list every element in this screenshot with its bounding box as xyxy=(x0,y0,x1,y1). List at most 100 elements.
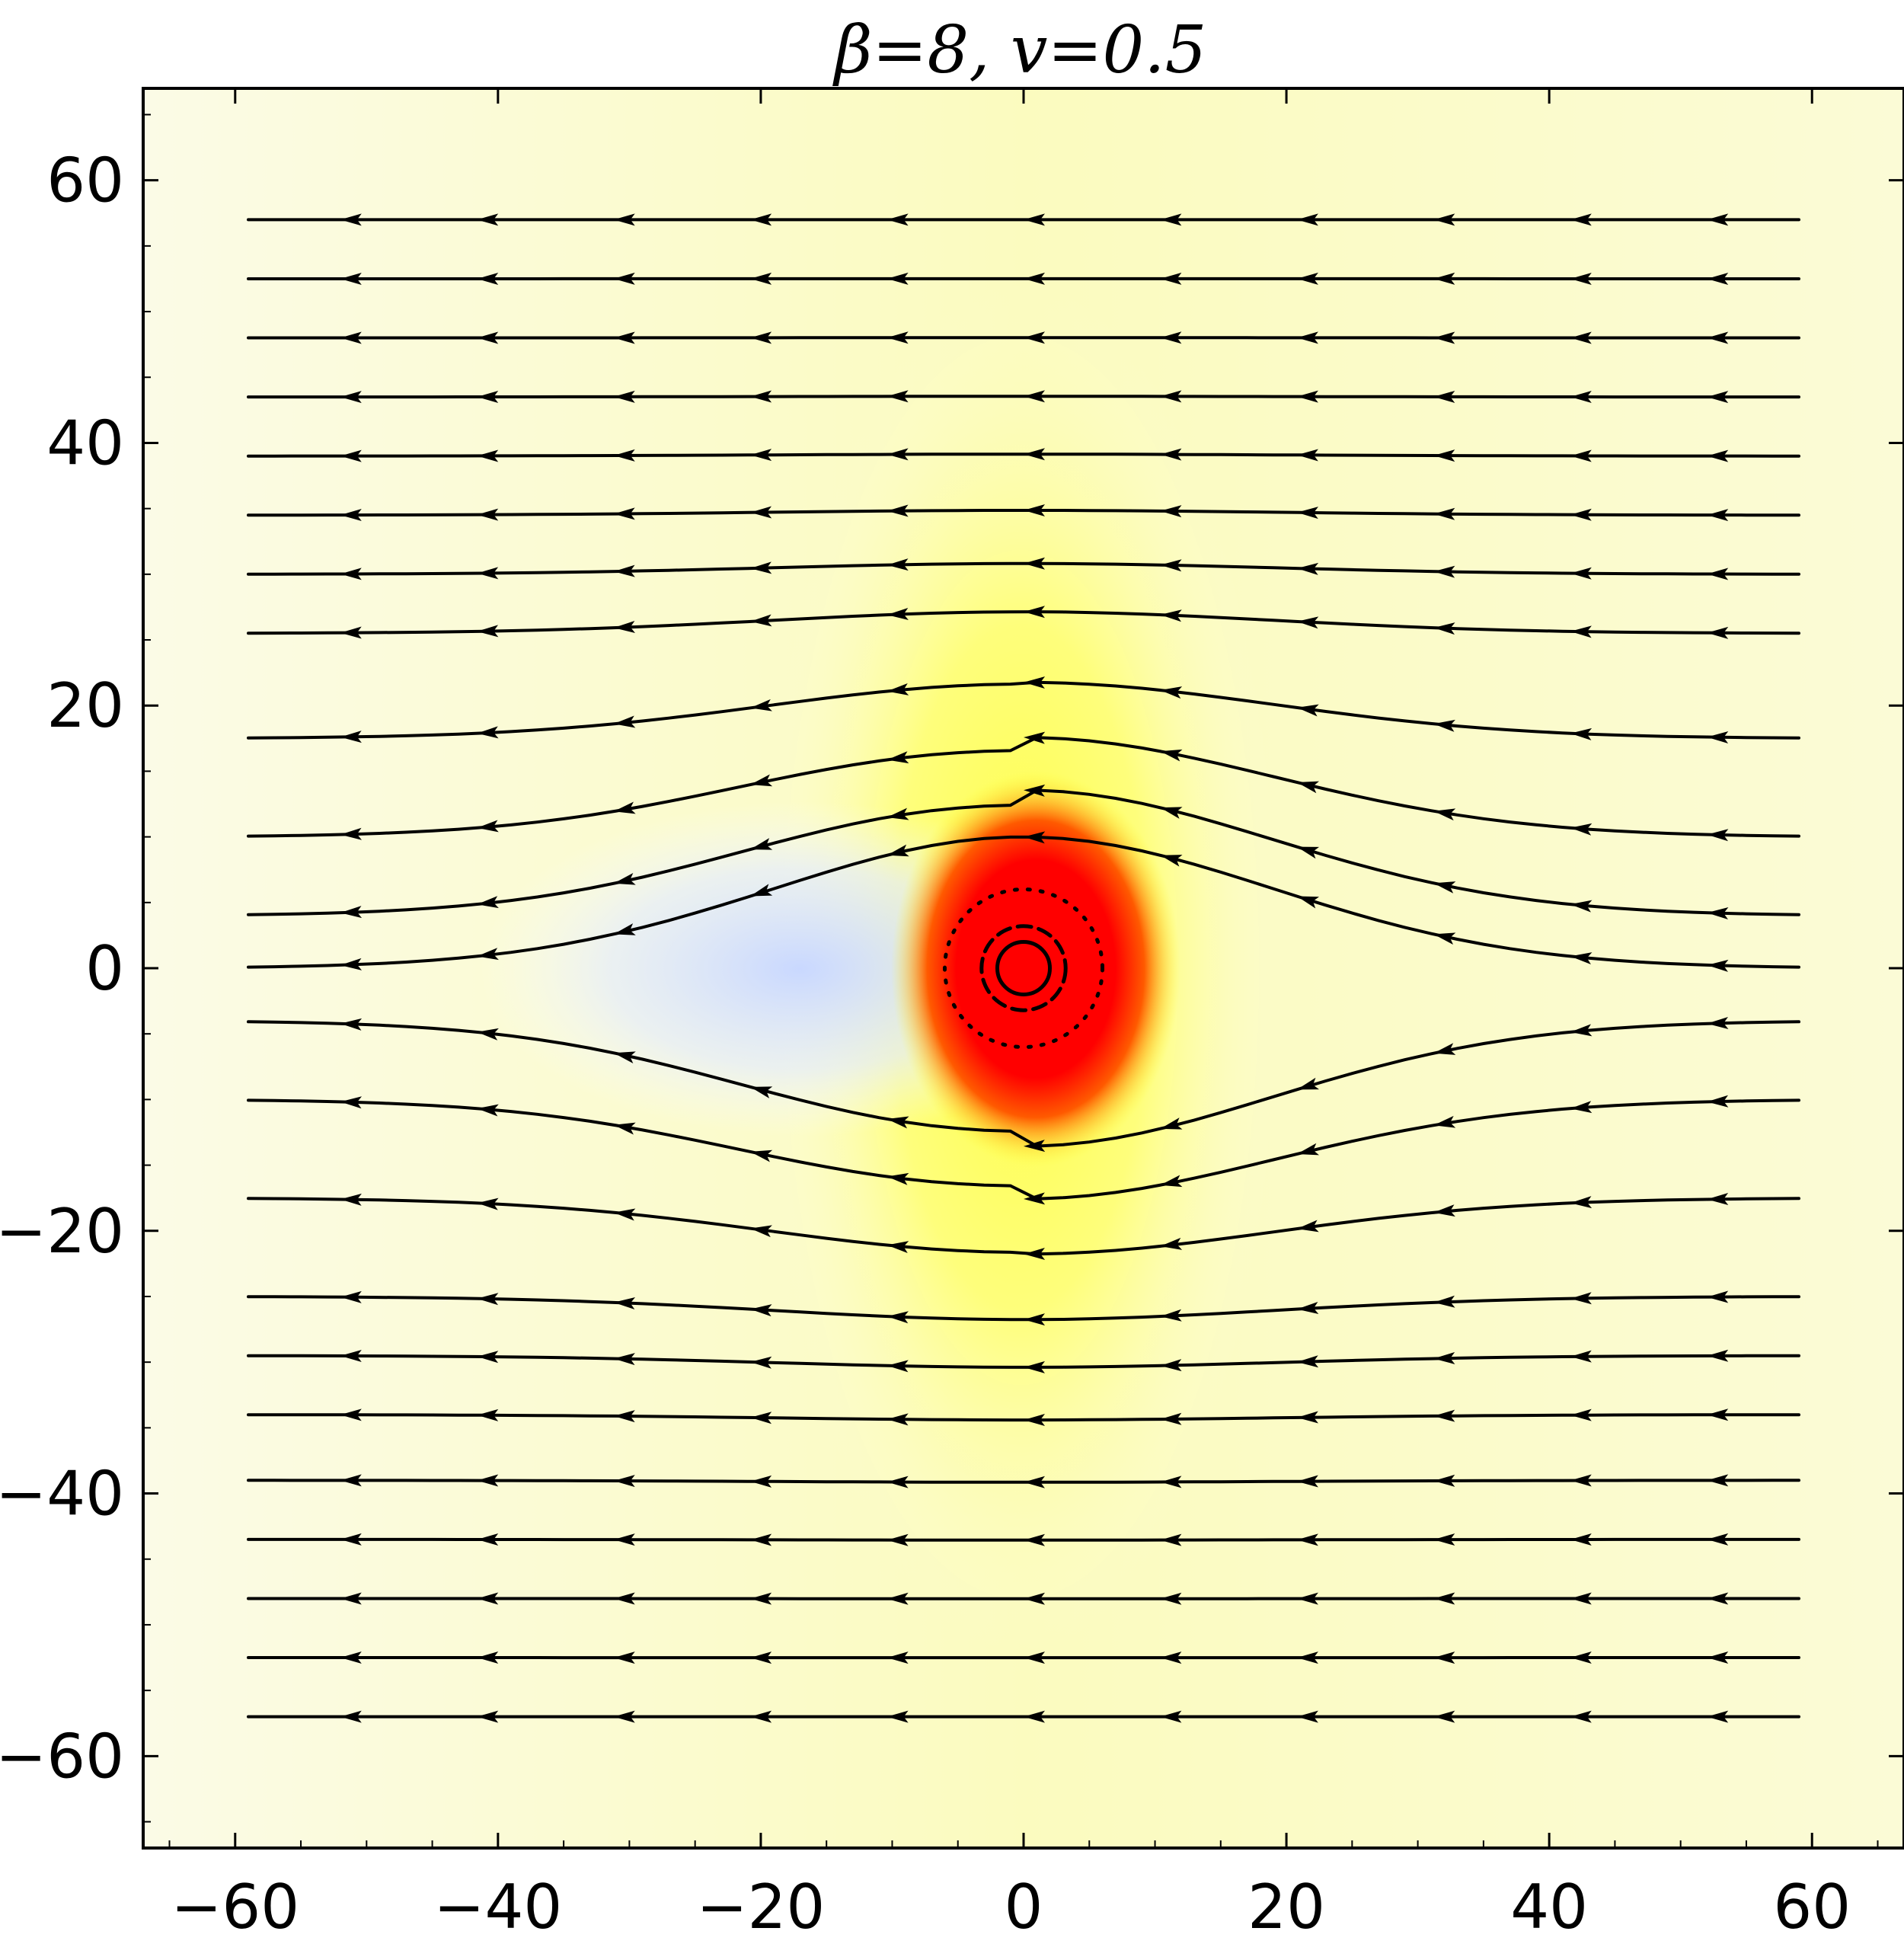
x-tick-label: 40 xyxy=(1510,1872,1588,1942)
stream-arrowhead xyxy=(1570,952,1593,964)
stream-arrowhead xyxy=(1570,1350,1592,1363)
stream-arrowhead xyxy=(1024,731,1046,744)
stream-arrowhead xyxy=(887,1172,909,1185)
stream-arrowhead xyxy=(340,1193,362,1206)
x-tick-label: −40 xyxy=(433,1872,562,1942)
stream-arrowhead xyxy=(1570,1196,1593,1209)
stream-arrowhead xyxy=(340,509,362,522)
stream-arrowhead xyxy=(1433,881,1456,894)
streamline xyxy=(247,395,1800,399)
stream-arrowhead xyxy=(1024,331,1045,344)
stream-arrowhead xyxy=(750,506,772,519)
stream-arrowhead xyxy=(613,715,636,728)
stream-arrowhead xyxy=(477,625,499,638)
stream-arrowhead xyxy=(477,1104,499,1117)
stream-arrowhead xyxy=(1024,1360,1046,1373)
streamline xyxy=(247,1020,1800,1148)
streamline xyxy=(247,610,1800,635)
stream-arrowhead xyxy=(887,751,909,764)
stream-arrowhead xyxy=(340,1018,363,1031)
stream-arrowhead xyxy=(340,213,362,226)
stream-arrowhead xyxy=(1160,1309,1182,1322)
stream-arrowhead xyxy=(1707,1592,1729,1605)
stream-arrowhead xyxy=(887,1360,909,1373)
stream-arrowhead xyxy=(1433,1533,1455,1546)
stream-arrowhead xyxy=(477,449,499,462)
y-tick-label: −40 xyxy=(0,1459,124,1530)
stream-arrowhead xyxy=(613,1592,635,1605)
stream-arrowhead xyxy=(477,213,499,226)
stream-arrowhead xyxy=(340,1408,362,1421)
stream-arrowhead xyxy=(1570,1101,1593,1114)
stream-arrowhead xyxy=(340,1096,363,1109)
stream-arrowhead xyxy=(1570,508,1592,521)
stream-arrowhead xyxy=(750,213,772,226)
stream-arrowhead xyxy=(1570,331,1592,344)
stream-arrowhead xyxy=(613,801,636,814)
stream-arrowhead xyxy=(1024,390,1045,403)
stream-arrowhead xyxy=(477,1592,499,1605)
stream-arrowhead xyxy=(613,1051,636,1063)
stream-arrowhead xyxy=(477,896,499,909)
stream-arrowhead xyxy=(1024,448,1045,461)
stream-arrowhead xyxy=(477,726,499,739)
stream-arrowhead xyxy=(1160,807,1183,819)
stream-arrowhead xyxy=(887,331,909,344)
stream-arrowhead xyxy=(1160,1237,1183,1250)
x-tick-label: 20 xyxy=(1248,1872,1325,1942)
stream-arrowhead xyxy=(1160,390,1182,403)
stream-arrowhead xyxy=(1160,1412,1182,1425)
stream-arrowhead xyxy=(1160,1117,1183,1130)
stream-arrowhead xyxy=(477,508,499,521)
stream-arrowhead xyxy=(1296,1355,1319,1368)
stream-arrowhead xyxy=(613,621,635,634)
stream-arrowhead xyxy=(1433,1592,1455,1605)
stream-arrowhead xyxy=(613,1410,635,1423)
stream-arrowhead xyxy=(750,331,772,344)
stream-arrowhead xyxy=(887,448,909,461)
stream-arrowhead xyxy=(477,1351,499,1364)
stream-arrowhead xyxy=(477,273,499,285)
stream-arrowhead xyxy=(887,608,909,621)
stream-arrowhead xyxy=(1160,448,1182,461)
stream-arrowhead xyxy=(1296,896,1320,909)
stream-arrowhead xyxy=(1296,1475,1318,1488)
plot-background xyxy=(143,88,1904,1848)
streamline xyxy=(247,509,1800,517)
stream-arrowhead xyxy=(1433,272,1455,285)
y-tick-label: −20 xyxy=(0,1196,124,1267)
stream-arrowhead xyxy=(1570,1592,1592,1605)
stream-arrowhead xyxy=(613,272,635,285)
stream-arrowhead xyxy=(477,820,499,833)
stream-arrowhead xyxy=(340,273,362,285)
stream-arrowhead xyxy=(1707,1710,1729,1723)
stream-arrowhead xyxy=(750,1225,772,1238)
stream-arrowhead xyxy=(1433,1474,1455,1487)
stream-arrowhead xyxy=(887,1710,909,1723)
stream-arrowhead xyxy=(1296,781,1319,794)
stream-arrowhead xyxy=(1024,1192,1046,1205)
stream-arrowhead xyxy=(1570,273,1592,285)
y-tick-label: −60 xyxy=(0,1721,124,1792)
stream-arrowhead xyxy=(340,731,362,743)
stream-arrowhead xyxy=(613,1651,635,1664)
stream-arrowhead xyxy=(1296,846,1320,859)
stream-arrowhead xyxy=(1160,1533,1182,1546)
stream-arrowhead xyxy=(1707,449,1729,462)
stream-arrowhead xyxy=(1570,1533,1592,1546)
stream-arrowhead xyxy=(750,1651,772,1664)
stream-arrowhead xyxy=(750,1086,773,1098)
stream-arrowhead xyxy=(1024,1651,1045,1664)
streamline xyxy=(247,736,1800,838)
stream-arrowhead xyxy=(1707,1017,1729,1030)
stream-arrowhead xyxy=(477,567,499,580)
axis-ticks xyxy=(143,88,1904,1848)
stream-arrowhead xyxy=(887,1413,909,1426)
stream-arrowhead xyxy=(1570,625,1592,638)
dashed-circle xyxy=(979,924,1068,1012)
stream-arrowhead xyxy=(1433,1043,1456,1055)
stream-arrowhead xyxy=(1707,1095,1729,1108)
stream-arrowhead xyxy=(477,331,499,344)
stream-arrowhead xyxy=(1296,449,1318,462)
y-tick-label: 60 xyxy=(46,145,124,216)
